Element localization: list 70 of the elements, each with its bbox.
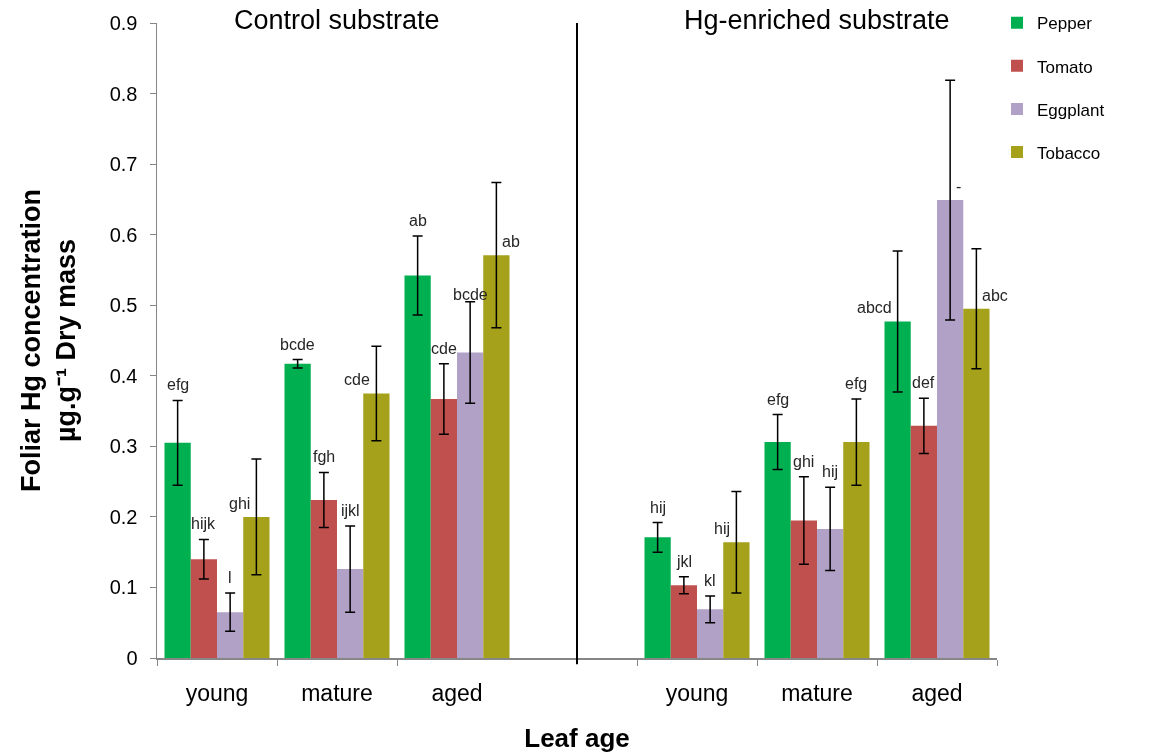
data-label: abc bbox=[982, 287, 1008, 304]
data-label: kl bbox=[704, 572, 716, 589]
data-label: bcde bbox=[280, 336, 315, 353]
bar bbox=[723, 542, 750, 658]
x-tick-label: mature bbox=[301, 680, 373, 707]
data-label: hijk bbox=[191, 515, 217, 532]
data-label: def bbox=[912, 374, 935, 391]
annotation: Control substrate bbox=[234, 5, 440, 35]
y-tick-label: 0.8 bbox=[109, 82, 138, 105]
data-label: efg bbox=[767, 391, 790, 408]
y-tick-label: 0.2 bbox=[109, 505, 138, 528]
legend-label: Pepper bbox=[1037, 14, 1093, 34]
y-tick-label: 0 bbox=[126, 647, 138, 669]
bar bbox=[843, 442, 870, 658]
data-label: ab bbox=[502, 233, 520, 250]
bar bbox=[457, 352, 484, 658]
x-tick-label: aged bbox=[431, 680, 483, 707]
x-tick-label: aged bbox=[911, 680, 963, 707]
bar bbox=[310, 499, 337, 658]
data-label: cde bbox=[344, 371, 370, 388]
data-label: ghi bbox=[229, 495, 251, 512]
y-tick-label: 0.3 bbox=[109, 435, 138, 458]
data-label: hij bbox=[650, 499, 667, 516]
bar bbox=[217, 612, 244, 658]
data-label: l bbox=[228, 569, 232, 586]
data-label: cde bbox=[431, 340, 457, 357]
data-label: hij bbox=[714, 520, 731, 537]
x-tick-label: mature bbox=[781, 680, 853, 707]
bar bbox=[164, 442, 191, 658]
bar bbox=[697, 609, 724, 658]
bar bbox=[670, 585, 697, 658]
bar bbox=[910, 425, 937, 658]
bar bbox=[817, 528, 844, 658]
legend-label: Tomato bbox=[1037, 57, 1093, 77]
legend-label: Tobacco bbox=[1037, 143, 1101, 163]
y-tick-label: 0.4 bbox=[109, 364, 138, 387]
data-label: jkl bbox=[676, 553, 693, 570]
data-label: ab bbox=[409, 212, 427, 229]
legend-label: Eggplant bbox=[1037, 100, 1105, 120]
y-tick-label: 0.5 bbox=[109, 294, 138, 317]
bar bbox=[404, 275, 431, 658]
bar bbox=[937, 200, 964, 658]
bar bbox=[764, 442, 791, 658]
x-tick-label: young bbox=[665, 680, 729, 707]
x-tick-label: young bbox=[185, 680, 249, 707]
y-tick-label: 0.7 bbox=[109, 153, 138, 176]
bar bbox=[243, 516, 270, 658]
data-label: efg bbox=[845, 375, 868, 392]
x-axis-title: Leaf age bbox=[524, 723, 630, 753]
bar bbox=[430, 399, 457, 658]
data-label: ijkl bbox=[341, 502, 360, 519]
data-label: abcd bbox=[857, 299, 892, 316]
bar bbox=[337, 569, 364, 658]
y-tick-label: 0.6 bbox=[109, 223, 138, 246]
y-tick-label: 0.1 bbox=[109, 576, 138, 599]
bar bbox=[790, 520, 817, 658]
data-label: fgh bbox=[313, 448, 336, 465]
y-axis-title: Foliar Hg concentration µg.g⁻¹ Dry mass bbox=[15, 188, 81, 493]
bar bbox=[284, 363, 311, 658]
data-label: - bbox=[956, 178, 962, 195]
bar bbox=[963, 308, 990, 658]
y-tick-label: 0.9 bbox=[109, 12, 138, 34]
bar bbox=[363, 393, 390, 658]
bar bbox=[884, 321, 911, 658]
bar bbox=[190, 559, 217, 658]
annotation: Hg-enriched substrate bbox=[684, 5, 950, 35]
data-label: ghi bbox=[793, 453, 815, 470]
bar bbox=[644, 537, 671, 658]
data-label: hij bbox=[822, 463, 839, 480]
data-label: efg bbox=[167, 376, 190, 393]
